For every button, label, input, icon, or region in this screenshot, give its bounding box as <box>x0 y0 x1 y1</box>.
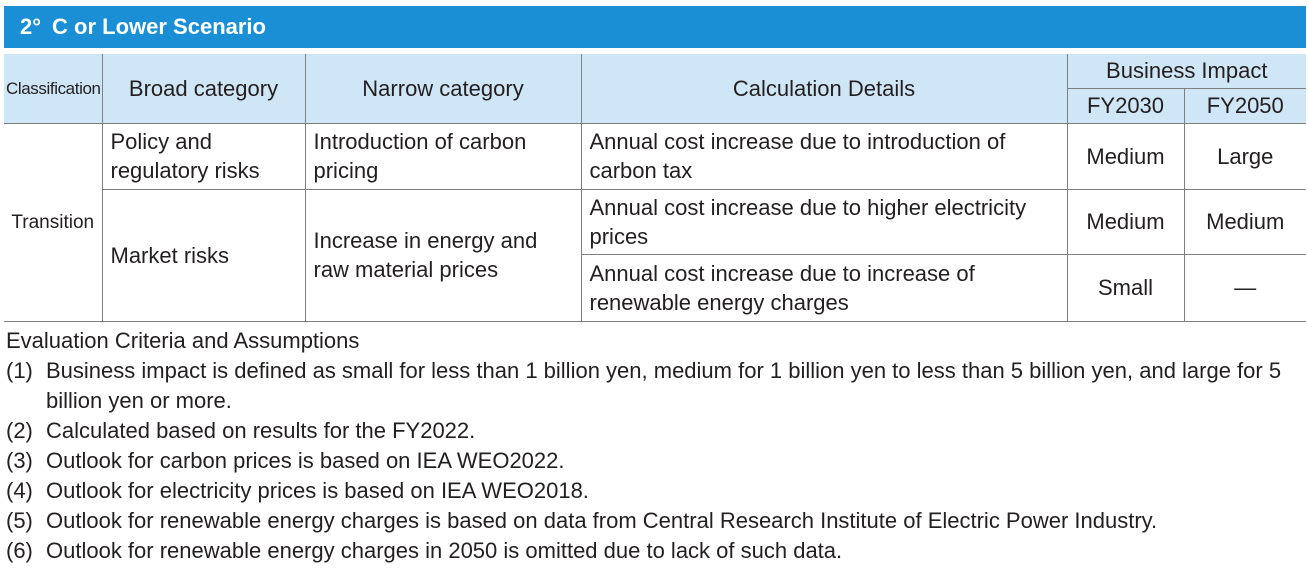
note-number: (1) <box>6 358 33 383</box>
scenario-title-banner: 2° C or Lower Scenario <box>4 6 1306 48</box>
broad-category-cell: Policy and regulatory risks <box>101 123 306 190</box>
header-narrow-category: Narrow category <box>304 54 582 124</box>
evaluation-notes: Evaluation Criteria and Assumptions (1) B… <box>6 326 1306 566</box>
broad-category-cell: Market risks <box>102 188 306 322</box>
impact-fy2050-cell: — <box>1183 253 1306 322</box>
note-item: (4) Outlook for electricity prices is bas… <box>6 476 1306 506</box>
note-item: (6) Outlook for renewable energy charges … <box>6 536 1306 566</box>
note-text: Calculated based on results for the FY20… <box>46 418 476 443</box>
narrow-category-cell: Introduction of carbon pricing <box>304 123 582 190</box>
risk-table: Classification Broad category Narrow cat… <box>4 54 1306 322</box>
header-calculation-details: Calculation Details <box>580 54 1068 124</box>
impact-fy2050-cell: Large <box>1183 123 1306 190</box>
impact-fy2030-cell: Medium <box>1066 123 1185 190</box>
note-number: (6) <box>6 538 33 563</box>
header-fy2050: FY2050 <box>1183 87 1306 124</box>
impact-fy2050-cell: Medium <box>1183 188 1306 255</box>
note-number: (3) <box>6 448 33 473</box>
table-row: Annual cost increase due to increase of … <box>4 253 1306 322</box>
header-fy2030: FY2030 <box>1067 87 1185 124</box>
note-text: Outlook for renewable energy charges is … <box>46 508 1158 533</box>
impact-fy2030-cell: Medium <box>1066 188 1185 255</box>
table-body: Transition Policy and regulatory risks I… <box>4 123 1306 322</box>
note-item: (5) Outlook for renewable energy charges … <box>6 506 1306 536</box>
note-text: Outlook for electricity prices is based … <box>46 478 589 503</box>
calculation-details-cell: Annual cost increase due to increase of … <box>581 253 1068 322</box>
calculation-details-cell: Annual cost increase due to introduction… <box>580 123 1068 190</box>
note-number: (4) <box>6 478 33 503</box>
notes-title: Evaluation Criteria and Assumptions <box>6 328 360 353</box>
narrow-category-cell: Increase in energy and raw material pric… <box>304 188 582 322</box>
header-broad-category: Broad category <box>101 54 306 124</box>
table-header: Classification Broad category Narrow cat… <box>4 54 1306 124</box>
notes-list: (1) Business impact is defined as small f… <box>6 356 1306 566</box>
note-item: (2) Calculated based on results for the F… <box>6 416 1306 446</box>
impact-fy2030-cell: Small <box>1066 253 1185 322</box>
header-row-years: FY2030 FY2050 <box>4 87 1306 124</box>
note-text: Outlook for renewable energy charges in … <box>46 538 843 563</box>
table-row: Market risks Increase in energy and raw … <box>4 188 1306 322</box>
note-number: (2) <box>6 418 33 443</box>
note-item: (1) Business impact is defined as small f… <box>6 356 1306 416</box>
calculation-details-cell: Annual cost increase due to higher elect… <box>580 188 1068 255</box>
note-item: (3) Outlook for carbon prices is based on… <box>6 446 1306 476</box>
scenario-title: 2° C or Lower Scenario <box>20 14 266 39</box>
table-row: Transition Policy and regulatory risks I… <box>4 123 1306 322</box>
header-row: Classification Broad category Narrow cat… <box>4 54 1306 124</box>
note-number: (5) <box>6 508 33 533</box>
note-text: Outlook for carbon prices is based on IE… <box>46 448 565 473</box>
header-classification: Classification <box>4 54 103 124</box>
classification-cell: Transition <box>4 123 103 322</box>
header-business-impact: Business Impact <box>1066 54 1306 89</box>
note-text: Business impact is defined as small for … <box>46 358 1282 413</box>
